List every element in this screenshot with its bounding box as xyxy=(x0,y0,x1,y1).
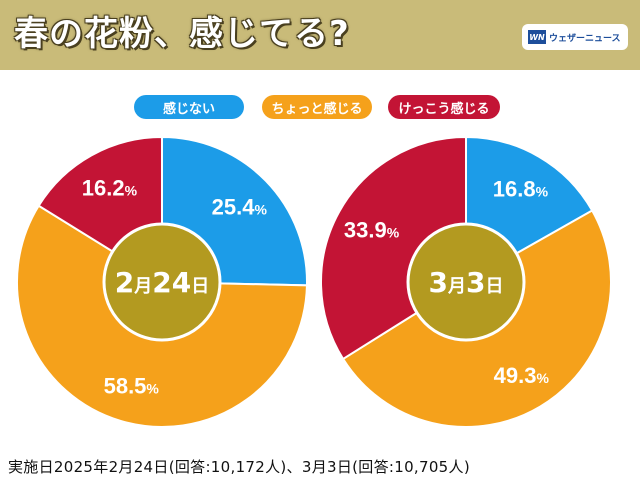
center-date-part: 日 xyxy=(191,276,209,297)
survey-date-footer: 実施日2025年2月24日(回答:10,172人)、3月3日(回答:10,705… xyxy=(8,458,470,476)
pie-chart-1: 25.4%58.5%16.2%2月24日 xyxy=(16,135,308,428)
data-label-unit: % xyxy=(387,225,400,241)
page-title: 春の花粉、感じてる? xyxy=(14,14,350,54)
data-label-unit: % xyxy=(536,370,549,386)
data-label-not-feel: 25.4% xyxy=(212,195,268,220)
center-date-part: 24 xyxy=(152,266,191,299)
center-date-part: 3 xyxy=(429,266,448,299)
center-date-part: 月 xyxy=(447,276,466,297)
data-label-feel-strongly: 16.2% xyxy=(82,176,138,201)
data-label-value: 16.2 xyxy=(82,176,125,201)
center-date-part: 日 xyxy=(485,276,503,297)
center-date-part: 月 xyxy=(133,276,152,297)
pie-chart-2: 16.8%49.3%33.9%3月3日 xyxy=(320,135,612,428)
center-date-part: 2 xyxy=(115,266,134,299)
center-date-label: 3月3日 xyxy=(429,266,504,299)
data-label-value: 16.8 xyxy=(493,177,536,202)
data-label-unit: % xyxy=(146,381,159,397)
data-label-value: 49.3 xyxy=(494,363,537,388)
data-label-feel-a-little: 58.5% xyxy=(104,374,160,399)
legend-item-not-feel: 感じない xyxy=(134,95,244,119)
center-date-label: 2月24日 xyxy=(115,266,209,299)
center-circle xyxy=(406,222,526,342)
data-label-unit: % xyxy=(125,183,138,199)
legend-item-feel-a-little: ちょっと感じる xyxy=(262,95,372,119)
legend-item-feel-strongly: けっこう感じる xyxy=(388,95,500,119)
data-label-not-feel: 16.8% xyxy=(493,177,549,202)
data-label-value: 33.9 xyxy=(344,218,387,243)
weathernews-logo: WN ウェザーニュース xyxy=(522,24,628,50)
data-label-feel-a-little: 49.3% xyxy=(494,363,550,388)
data-label-value: 58.5 xyxy=(104,374,147,399)
data-label-unit: % xyxy=(536,184,549,200)
weathernews-logo-mark-icon: WN xyxy=(528,30,546,44)
center-circle xyxy=(102,222,222,342)
center-date-part: 3 xyxy=(466,266,485,299)
weathernews-logo-text: ウェザーニュース xyxy=(549,33,621,44)
header-bar: 春の花粉、感じてる? WN ウェザーニュース xyxy=(0,0,640,70)
data-label-value: 25.4 xyxy=(212,195,256,220)
data-label-unit: % xyxy=(254,202,267,218)
data-label-feel-strongly: 33.9% xyxy=(344,218,400,243)
